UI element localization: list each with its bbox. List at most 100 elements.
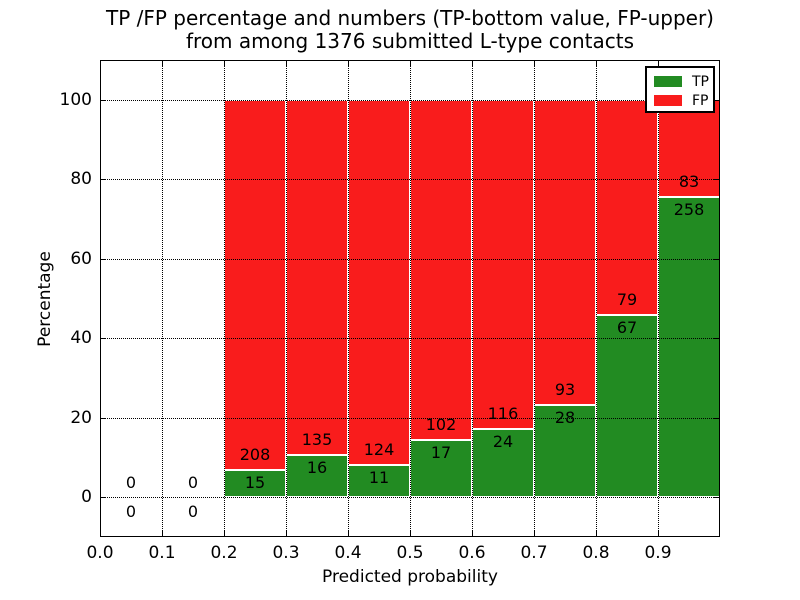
- x-tick-mark: [348, 61, 349, 66]
- x-tick-mark: [472, 61, 473, 66]
- bar-segment-fp: [534, 100, 596, 406]
- bar-segment-tp: [410, 440, 472, 497]
- legend-label-tp: TP: [692, 73, 709, 90]
- x-tick-mark: [534, 531, 535, 536]
- bar-count-label-tp: 15: [244, 473, 266, 493]
- legend-label-fp: FP: [692, 92, 709, 109]
- x-tick-mark: [286, 61, 287, 66]
- x-tick-mark: [162, 61, 163, 66]
- x-tick-label: 0.2: [210, 543, 238, 563]
- bar-count-label-fp: 79: [616, 289, 638, 309]
- x-tick-mark: [100, 531, 101, 536]
- bar-segment-tp: [348, 464, 410, 497]
- gridline-vertical: [534, 60, 535, 537]
- legend-swatch-tp: [654, 76, 682, 87]
- bar-count-label-fp: 93: [554, 380, 576, 400]
- y-tick-mark: [101, 100, 106, 101]
- bar-segment-fp: [348, 100, 410, 465]
- y-tick-mark: [101, 179, 106, 181]
- bar-segment-fp: [286, 100, 348, 455]
- bar-count-label-tp: 67: [616, 317, 638, 337]
- bar-count-label-fp: 124: [363, 439, 395, 459]
- bar-segment-fp: [410, 100, 472, 441]
- x-tick-mark: [224, 531, 225, 536]
- y-tick-mark: [714, 100, 719, 101]
- x-tick-mark: [658, 531, 659, 536]
- bar-count-label-fp: 116: [487, 403, 519, 423]
- bar-count-label-tp: 24: [492, 431, 514, 451]
- bar-count-label-fp: 83: [678, 171, 700, 191]
- legend-item-fp: FP: [647, 91, 713, 110]
- x-tick-label: 0.0: [86, 543, 114, 563]
- x-tick-mark: [100, 61, 101, 66]
- y-tick-label: 20: [70, 407, 92, 428]
- y-tick-mark: [714, 179, 719, 181]
- legend-swatch-fp: [654, 95, 682, 106]
- bar-segment-fp: [596, 100, 658, 315]
- gridline-vertical: [224, 60, 225, 537]
- y-tick-label: 40: [70, 328, 92, 349]
- gridline-vertical: [472, 60, 473, 537]
- gridline-vertical: [596, 60, 597, 537]
- bar-count-label-tp: 258: [673, 199, 705, 219]
- gridline-vertical: [410, 60, 411, 537]
- bar-segment-fp: [472, 100, 534, 429]
- x-axis-label: Predicted probability: [322, 567, 498, 587]
- x-tick-mark: [286, 531, 287, 536]
- bar-count-label-tp: 17: [430, 443, 452, 463]
- x-tick-label: 0.9: [644, 543, 672, 563]
- x-tick-mark: [410, 531, 411, 536]
- x-tick-label: 0.1: [148, 543, 176, 563]
- y-tick-mark: [101, 338, 106, 340]
- bar-segment-fp: [224, 100, 286, 471]
- y-tick-label: 60: [70, 248, 92, 269]
- x-tick-mark: [534, 61, 535, 66]
- bar-count-label-tp: 0: [125, 502, 137, 521]
- y-tick-mark: [101, 258, 106, 260]
- chart-title: TP /FP percentage and numbers (TP-bottom…: [100, 7, 720, 53]
- gridline-vertical: [286, 60, 287, 537]
- y-tick-mark: [101, 417, 106, 419]
- y-tick-mark: [714, 417, 719, 419]
- x-tick-mark: [224, 61, 225, 66]
- bar-count-label-tp: 28: [554, 408, 576, 428]
- x-tick-mark: [162, 531, 163, 536]
- x-tick-label: 0.3: [272, 543, 300, 563]
- x-tick-mark: [658, 61, 659, 66]
- x-tick-label: 0.5: [396, 543, 424, 563]
- bar-count-label-tp: 11: [368, 467, 390, 487]
- bar-count-label-fp: 0: [187, 473, 199, 492]
- y-tick-mark: [714, 338, 719, 340]
- y-tick-label: 80: [70, 169, 92, 190]
- chart-title-line2: from among 1376 submitted L-type contact…: [185, 29, 635, 53]
- bar-count-label-fp: 0: [125, 473, 137, 492]
- bar-count-label-fp: 208: [239, 445, 271, 465]
- x-tick-label: 0.8: [582, 543, 610, 563]
- gridline-vertical: [162, 60, 163, 537]
- x-tick-mark: [348, 531, 349, 536]
- gridline-vertical: [348, 60, 349, 537]
- x-tick-mark: [472, 531, 473, 536]
- bar-count-label-tp: 0: [187, 502, 199, 521]
- gridline-vertical: [658, 60, 659, 537]
- y-tick-label: 0: [81, 487, 92, 507]
- legend-item-tp: TP: [647, 72, 713, 91]
- y-tick-mark: [714, 258, 719, 260]
- x-tick-label: 0.4: [334, 543, 362, 563]
- bar-segment-tp: [534, 405, 596, 497]
- bar-count-label-fp: 102: [425, 415, 457, 435]
- y-tick-label: 100: [59, 90, 92, 110]
- x-tick-label: 0.6: [458, 543, 486, 563]
- chart-title-line1: TP /FP percentage and numbers (TP-bottom…: [106, 6, 714, 30]
- bar-segment-tp: [658, 196, 720, 497]
- bar-count-label-fp: 135: [301, 429, 333, 449]
- x-tick-mark: [410, 61, 411, 66]
- x-tick-label: 0.7: [520, 543, 548, 563]
- x-tick-mark: [596, 61, 597, 66]
- legend: TP FP: [645, 66, 715, 113]
- y-tick-mark: [714, 497, 719, 498]
- bar-count-label-tp: 16: [306, 457, 328, 477]
- bar-segment-tp: [596, 314, 658, 497]
- x-tick-mark: [596, 531, 597, 536]
